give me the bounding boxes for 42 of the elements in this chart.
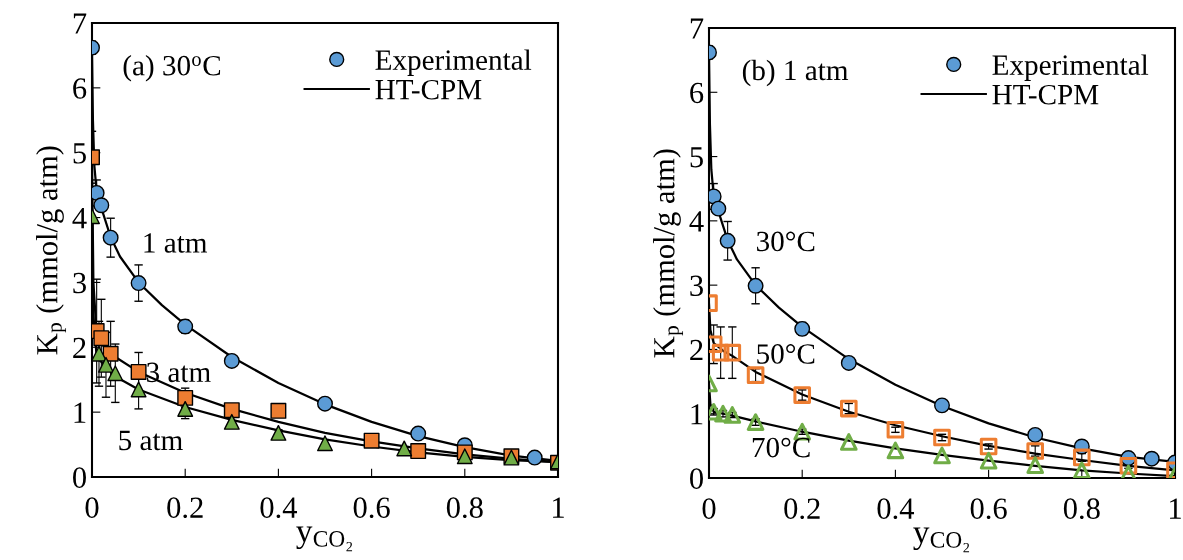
y-tick-label: 3	[690, 275, 703, 297]
x-tick-label: 1	[1170, 498, 1181, 519]
y-tick-label: 7	[73, 13, 87, 34]
y-tick-label: 4	[689, 211, 704, 232]
legend-label: HT-CPM	[375, 79, 482, 100]
legend-label: Experimental	[992, 54, 1149, 81]
x-axis-title: y$_{CO₂}$	[913, 527, 970, 553]
x-tick-label: 1	[553, 497, 564, 518]
y-axis-title: K$_{p}$ (mmol/g atm)	[653, 149, 684, 358]
x-axis-title: y$_{CO₂}$	[296, 526, 353, 552]
y-tick-label: 4	[72, 208, 87, 229]
annotation: (a) 30$^{o}$C	[123, 54, 221, 82]
annotation: 1 atm	[144, 233, 208, 253]
annotation: 5 atm	[119, 430, 183, 451]
x-tick-label: 0.8	[446, 497, 483, 519]
x-tick-label: 0.8	[1063, 498, 1100, 520]
y-tick-label: 5	[690, 147, 703, 168]
y-tick-label: 2	[73, 337, 86, 358]
legend-label: HT-CPM	[992, 84, 1099, 105]
x-tick-label: 0.2	[167, 497, 203, 519]
annotation: 30°C	[756, 231, 815, 252]
y-tick-label: 0	[690, 468, 703, 489]
x-tick-label: 0.6	[353, 497, 390, 519]
y-tick-label: 1	[691, 404, 703, 425]
y-tick-label: 1	[74, 402, 86, 423]
annotation: 70°C	[752, 437, 810, 458]
x-tick-label: 0.4	[260, 497, 298, 519]
y-tick-label: 3	[73, 272, 86, 294]
x-tick-label: 0.4	[877, 498, 915, 520]
y-tick-label: 6	[73, 78, 87, 99]
annotation: 50°C	[757, 344, 815, 364]
x-tick-label: 0.6	[970, 498, 1007, 520]
annotation: 3 atm	[146, 362, 211, 383]
y-axis-title: K$_{p}$ (mmol/g atm)	[36, 146, 67, 355]
legend-label: Experimental	[375, 49, 532, 76]
y-tick-label: 6	[690, 82, 704, 104]
annotation: (b) 1 atm	[742, 59, 849, 87]
y-tick-label: 5	[73, 143, 86, 164]
y-tick-label: 2	[690, 339, 703, 361]
y-tick-label: 0	[73, 467, 86, 488]
x-tick-label: 0.2	[784, 498, 820, 520]
y-tick-label: 7	[690, 18, 704, 39]
